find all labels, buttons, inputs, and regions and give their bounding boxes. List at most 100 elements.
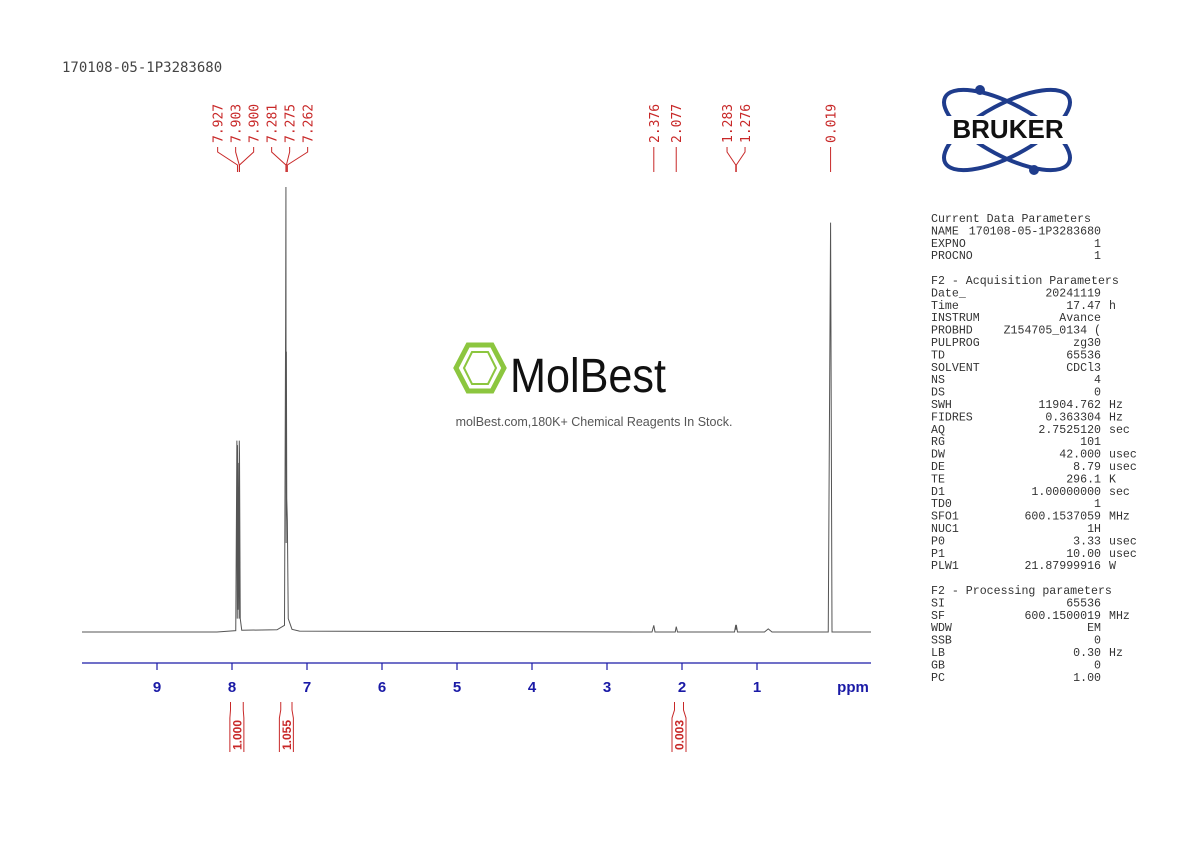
param-value: 170108-05-1P3283680	[969, 225, 1101, 238]
param-name: Time	[931, 300, 959, 313]
param-value: 65536	[1066, 349, 1101, 362]
peak-label: 7.281	[266, 104, 281, 143]
param-name: PROCNO	[931, 250, 973, 263]
param-value: 1	[1094, 250, 1101, 263]
integral-bracket	[229, 702, 245, 752]
param-name: SF	[931, 610, 945, 623]
param-name: PULPROG	[931, 337, 980, 350]
peak-label: 7.262	[302, 104, 317, 143]
param-unit: W	[1109, 560, 1116, 573]
x-tick-label: 2	[678, 679, 686, 696]
peak-leader	[286, 147, 309, 172]
peak-label: 1.276	[739, 104, 754, 143]
peak-leader	[271, 147, 287, 172]
param-value: zg30	[1073, 337, 1101, 350]
peak-leader	[217, 147, 238, 172]
param-unit: Hz	[1109, 411, 1123, 424]
param-name: DW	[931, 449, 945, 462]
peak-leader	[285, 147, 291, 172]
peak-label: 7.900	[248, 104, 263, 143]
integral-label: 1.055	[280, 720, 294, 750]
param-value: 3.33	[1073, 535, 1101, 548]
param-unit: usec	[1109, 548, 1137, 561]
peak-label: 7.927	[212, 104, 227, 143]
param-value: 1H	[1087, 523, 1101, 536]
param-unit: K	[1109, 473, 1116, 486]
param-section-title: F2 - Acquisition Parameters	[931, 275, 1119, 288]
peak-label: 7.903	[230, 104, 245, 143]
param-name: RG	[931, 436, 945, 449]
bruker-logo: BRUKER	[925, 85, 1091, 175]
param-name: PC	[931, 672, 945, 685]
param-name: LB	[931, 647, 945, 660]
param-value: CDCl3	[1066, 362, 1101, 375]
param-value: 4	[1094, 374, 1101, 387]
param-value: 2.7525120	[1038, 424, 1101, 437]
param-name: SWH	[931, 399, 952, 412]
x-tick-label: 6	[378, 679, 386, 696]
param-unit: Hz	[1109, 647, 1123, 660]
x-tick-label: 9	[153, 679, 161, 696]
param-unit: Hz	[1109, 399, 1123, 412]
peak-label: 1.283	[721, 104, 736, 143]
param-name: PROBHD	[931, 325, 973, 338]
peak-leader	[239, 147, 255, 172]
param-value: EM	[1087, 622, 1101, 635]
param-section-title: Current Data Parameters	[931, 213, 1091, 226]
param-unit: MHz	[1109, 511, 1130, 524]
param-name: WDW	[931, 622, 952, 635]
param-value: 0	[1094, 659, 1101, 672]
param-unit: MHz	[1109, 610, 1130, 623]
param-name: INSTRUM	[931, 312, 980, 325]
param-unit: usec	[1109, 449, 1137, 462]
watermark-tagline: molBest.com,180K+ Chemical Reagents In S…	[456, 415, 733, 429]
peak-label: 7.275	[284, 104, 299, 143]
param-name: P0	[931, 535, 945, 548]
param-unit: sec	[1109, 486, 1130, 499]
x-tick-label: 4	[528, 679, 537, 696]
param-name: D1	[931, 486, 945, 499]
peak-label: 2.077	[670, 104, 685, 143]
param-value: 101	[1080, 436, 1101, 449]
x-tick-label: 5	[453, 679, 461, 696]
param-value: 8.79	[1073, 461, 1101, 474]
param-name: NS	[931, 374, 945, 387]
param-value: 600.1500019	[1024, 610, 1101, 623]
peak-label: 0.019	[825, 104, 840, 143]
integral-label: 1.000	[230, 720, 244, 750]
param-unit: usec	[1109, 461, 1137, 474]
param-value: 0	[1094, 635, 1101, 648]
param-name: NUC1	[931, 523, 959, 536]
param-value: 600.1537059	[1024, 511, 1101, 524]
param-value: 296.1	[1066, 473, 1101, 486]
integral-bracket	[278, 702, 294, 752]
param-name: SOLVENT	[931, 362, 980, 375]
param-unit: sec	[1109, 424, 1130, 437]
x-axis-label: ppm	[837, 679, 869, 696]
param-name: SFO1	[931, 511, 959, 524]
param-name: TE	[931, 473, 945, 486]
param-value: 0.30	[1073, 647, 1101, 660]
param-value: 10.00	[1066, 548, 1101, 561]
param-value: 1	[1094, 238, 1101, 251]
logo-text: BRUKER	[952, 114, 1063, 144]
param-name: PLW1	[931, 560, 959, 573]
x-tick-label: 3	[603, 679, 611, 696]
peak-leader	[735, 147, 746, 172]
param-value: 0	[1094, 387, 1101, 400]
param-value: 21.87999916	[1024, 560, 1101, 573]
param-name: EXPNO	[931, 238, 966, 251]
param-name: SI	[931, 597, 945, 610]
spectrum-line	[82, 186, 871, 633]
param-name: DE	[931, 461, 945, 474]
param-value: 20241119	[1045, 287, 1101, 300]
x-tick-label: 7	[303, 679, 311, 696]
watermark-name: MolBest	[510, 349, 666, 403]
param-unit: usec	[1109, 535, 1137, 548]
integral-label: 0.003	[673, 720, 687, 750]
param-value: 1	[1094, 498, 1101, 511]
param-value: 1.00000000	[1031, 486, 1101, 499]
sample-title: 170108-05-1P3283680	[62, 60, 222, 76]
